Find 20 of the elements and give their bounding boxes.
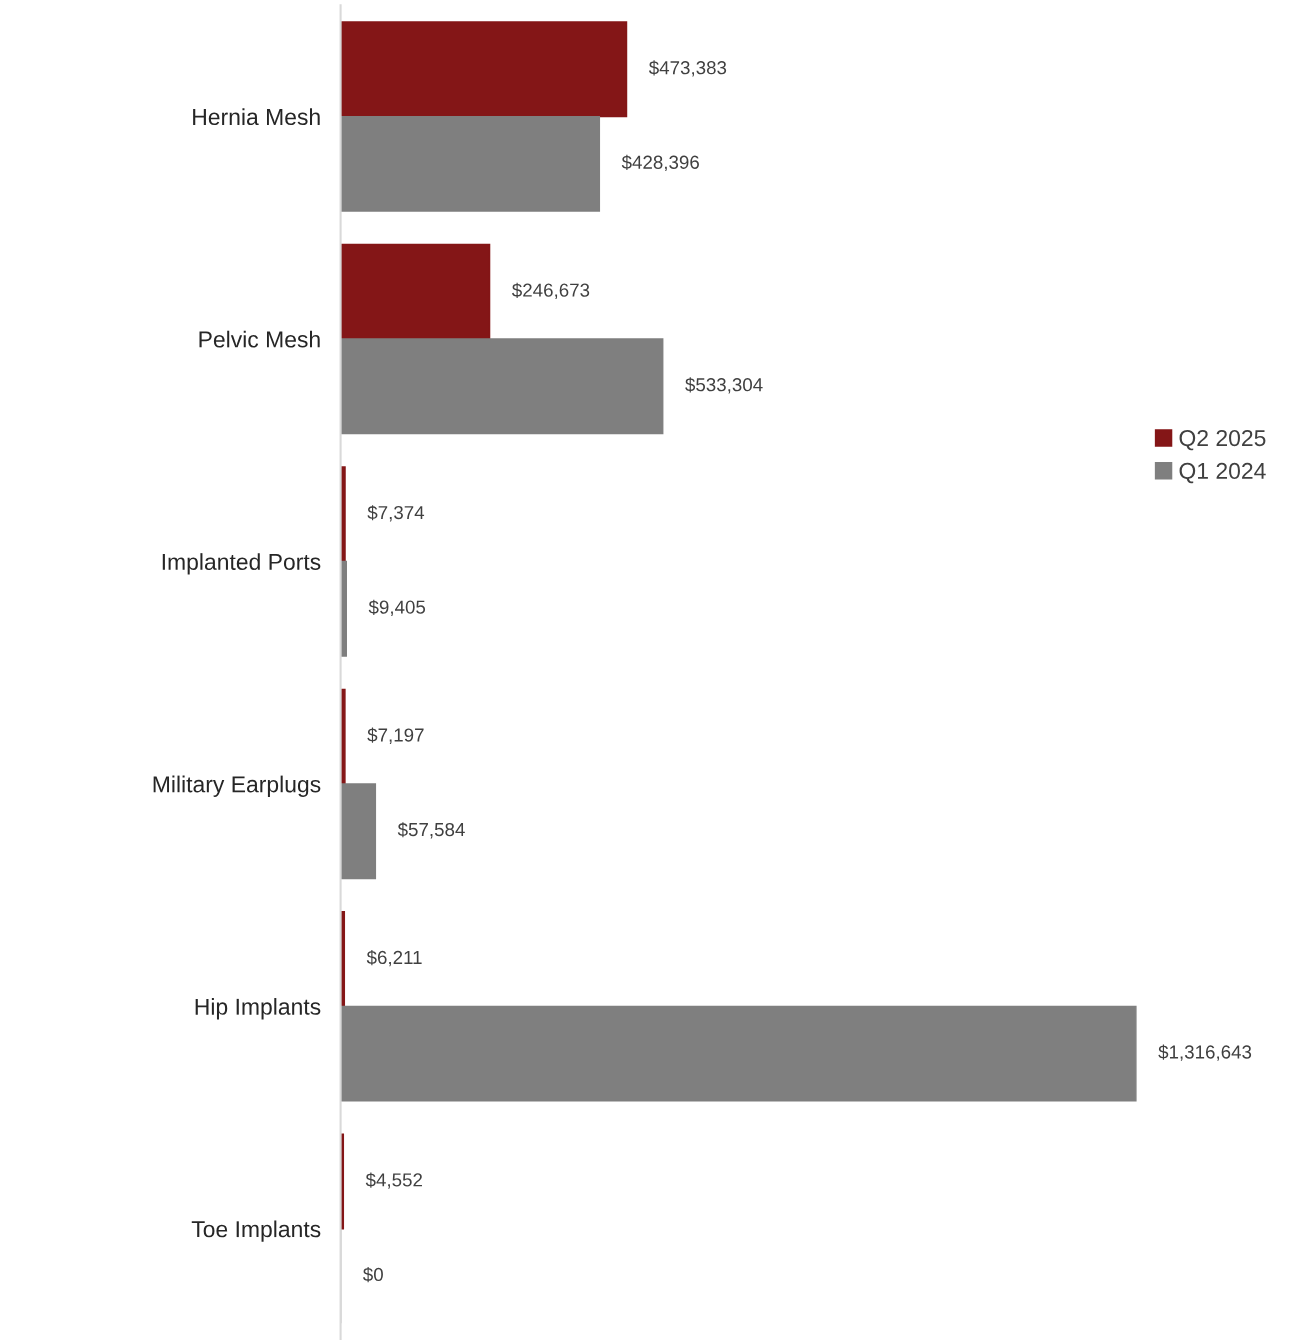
data-label: $57,584 — [397, 822, 465, 839]
data-label: $4,552 — [365, 1172, 422, 1189]
y-tick-label: Military Earplugs — [153, 775, 321, 797]
legend-label: Q1 2024 — [1179, 462, 1266, 484]
data-label: $7,374 — [367, 505, 425, 522]
data-label: $0 — [363, 1267, 383, 1283]
y-tick-label: Hernia Mesh — [193, 108, 320, 126]
data-label: $1,316,643 — [1158, 1044, 1252, 1061]
data-label: $428,396 — [621, 154, 699, 172]
y-tick-label: Hip Implants — [195, 998, 321, 1020]
data-label: $9,405 — [368, 599, 426, 616]
y-tick-label: Toe Implants — [191, 1220, 321, 1242]
data-label: $7,197 — [367, 727, 424, 744]
data-label: $533,304 — [685, 377, 763, 394]
data-label: $246,673 — [512, 282, 590, 299]
data-label: $6,211 — [366, 950, 422, 967]
legend-label: Q2 2025 — [1179, 429, 1266, 451]
y-tick-label: Implanted Ports — [162, 553, 321, 575]
data-label: $473,383 — [648, 60, 727, 77]
y-tick-label: Pelvic Mesh — [199, 330, 320, 348]
